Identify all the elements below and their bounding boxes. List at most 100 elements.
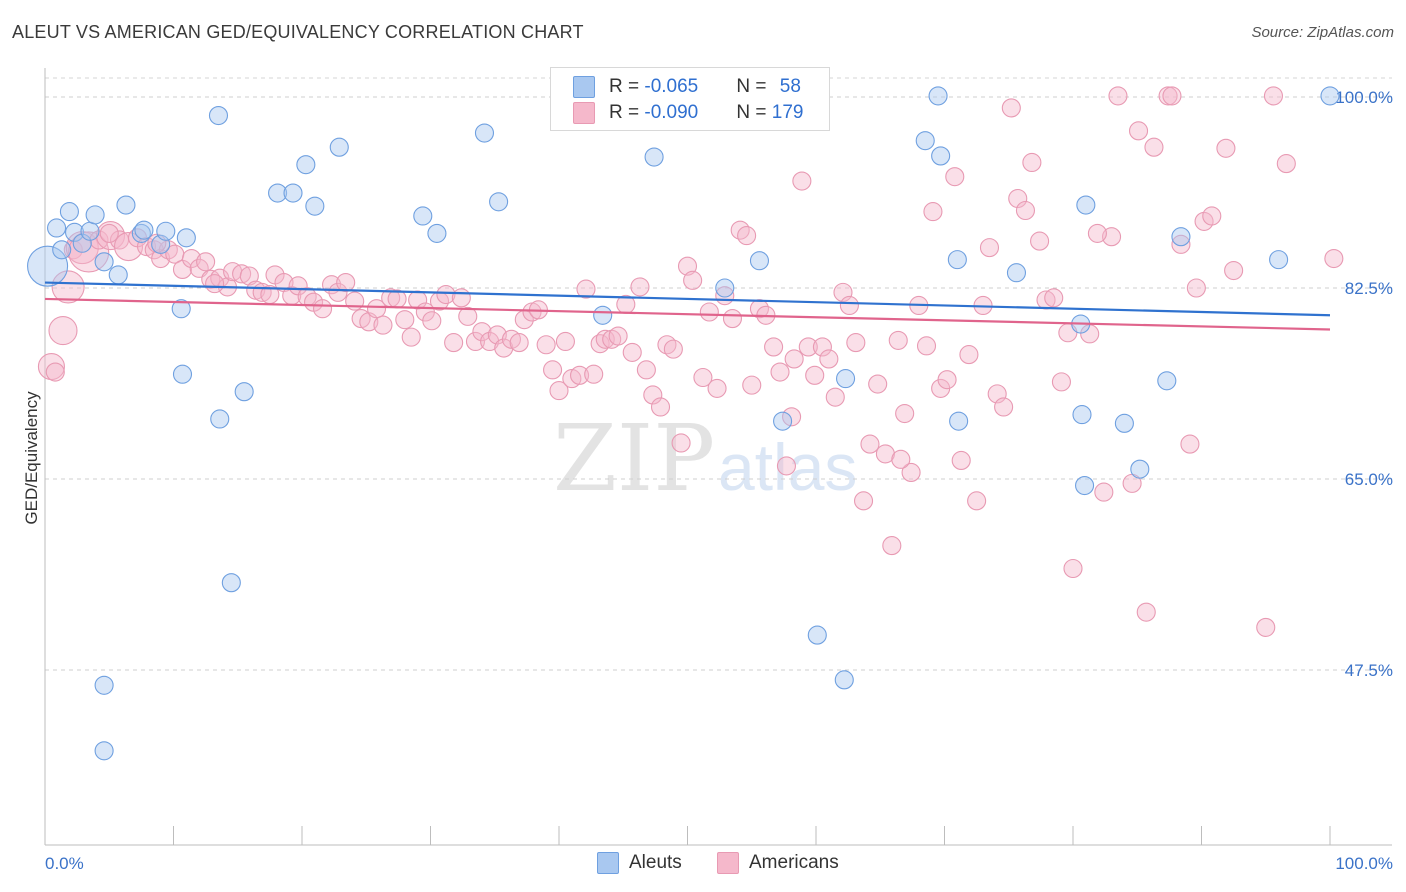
americans-point <box>825 387 845 407</box>
americans-point <box>1063 558 1083 579</box>
americans-point <box>99 223 119 243</box>
aleuts-point <box>94 252 114 272</box>
aleuts-point <box>1269 250 1289 270</box>
americans-point <box>683 270 703 290</box>
n-label: N = <box>736 76 772 97</box>
americans-point <box>328 282 348 302</box>
legend-label-americans: Americans <box>749 852 839 873</box>
americans-point <box>95 221 126 251</box>
americans-point <box>472 322 492 342</box>
aleuts-point <box>749 251 770 271</box>
americans-point <box>622 342 642 362</box>
aleuts-point <box>773 411 793 431</box>
americans-point <box>1186 278 1206 298</box>
americans-point <box>196 252 216 272</box>
americans-point <box>501 329 522 349</box>
aleuts-point <box>807 625 827 645</box>
legend-item-americans: Americans <box>717 852 839 874</box>
y-tick-label: 65.0% <box>1345 470 1393 489</box>
aleuts-point <box>210 409 230 429</box>
americans-point <box>776 456 796 476</box>
aleuts-swatch <box>597 852 619 874</box>
americans-point <box>595 329 615 349</box>
americans-point <box>1094 482 1114 502</box>
aleuts-point <box>1130 459 1150 479</box>
americans-point <box>1276 154 1296 174</box>
aleuts-point <box>268 183 288 203</box>
r-label: R = <box>609 76 645 97</box>
americans-point <box>1162 86 1182 106</box>
americans-point <box>770 362 790 382</box>
r-value: -0.065 <box>644 76 699 97</box>
aleuts-trend-line <box>44 281 1331 317</box>
aleuts-point <box>1114 413 1134 433</box>
americans-point <box>1022 152 1042 173</box>
aleuts-point <box>474 123 495 143</box>
americans-point <box>782 407 802 427</box>
source-label: Source: ZipAtlas.com <box>1251 24 1394 41</box>
americans-point <box>465 331 486 352</box>
americans-point <box>562 369 582 389</box>
y-axis-label: GED/Equivalency <box>22 391 41 525</box>
aleuts-point <box>59 202 79 222</box>
americans-point <box>967 491 987 511</box>
americans-point <box>536 335 556 355</box>
americans-point <box>480 331 500 352</box>
aleuts-point <box>65 222 85 242</box>
americans-point <box>444 333 464 353</box>
legend-row-aleuts: R = -0.065 N = 58 <box>573 74 801 100</box>
aleuts-point <box>131 223 151 243</box>
aleuts-point <box>593 305 613 325</box>
aleuts-point <box>1157 371 1177 391</box>
y-tick-label: 82.5% <box>1345 279 1393 298</box>
aleuts-point <box>72 233 92 253</box>
americans-point <box>994 397 1014 417</box>
americans-point <box>891 449 911 469</box>
americans-point <box>737 226 757 246</box>
americans-point <box>1256 617 1276 637</box>
americans-point <box>584 364 604 384</box>
americans-point <box>784 349 804 369</box>
americans-point <box>1008 188 1028 209</box>
americans-point <box>630 277 650 297</box>
aleuts-swatch <box>573 76 595 98</box>
aleuts-point <box>234 382 254 402</box>
aleuts-point <box>85 205 105 225</box>
americans-point <box>239 266 259 286</box>
americans-point <box>868 374 888 394</box>
n-label: N = <box>736 102 772 123</box>
aleuts-point <box>715 278 735 298</box>
n-value: 58 <box>779 76 801 97</box>
aleuts-point <box>947 250 967 270</box>
americans-point <box>875 444 895 464</box>
aleuts-point <box>1006 263 1027 283</box>
americans-point <box>555 331 575 352</box>
aleuts-point <box>52 240 72 260</box>
aleuts-point <box>156 221 176 241</box>
americans-point <box>636 360 656 380</box>
americans-point <box>1180 434 1200 454</box>
aleuts-point <box>644 147 664 167</box>
americans-point <box>888 330 908 350</box>
aleuts-point <box>931 146 951 166</box>
americans-point <box>882 536 902 556</box>
americans-point <box>819 349 839 369</box>
americans-point <box>48 316 78 346</box>
aleuts-point <box>134 220 154 240</box>
aleuts-point <box>329 137 349 157</box>
aleuts-point <box>427 223 447 243</box>
americans-point <box>113 231 144 262</box>
aleuts-point <box>94 741 114 761</box>
aleuts-point <box>221 573 241 593</box>
americans-point <box>1263 86 1284 106</box>
americans-point <box>677 256 698 276</box>
americans-point <box>351 309 371 329</box>
americans-point <box>1030 231 1050 251</box>
americans-point <box>853 491 874 511</box>
americans-point <box>1087 223 1107 243</box>
aleuts-point <box>305 196 325 216</box>
americans-point <box>951 450 971 470</box>
americans-point <box>1128 121 1149 141</box>
americans-point <box>373 315 393 335</box>
